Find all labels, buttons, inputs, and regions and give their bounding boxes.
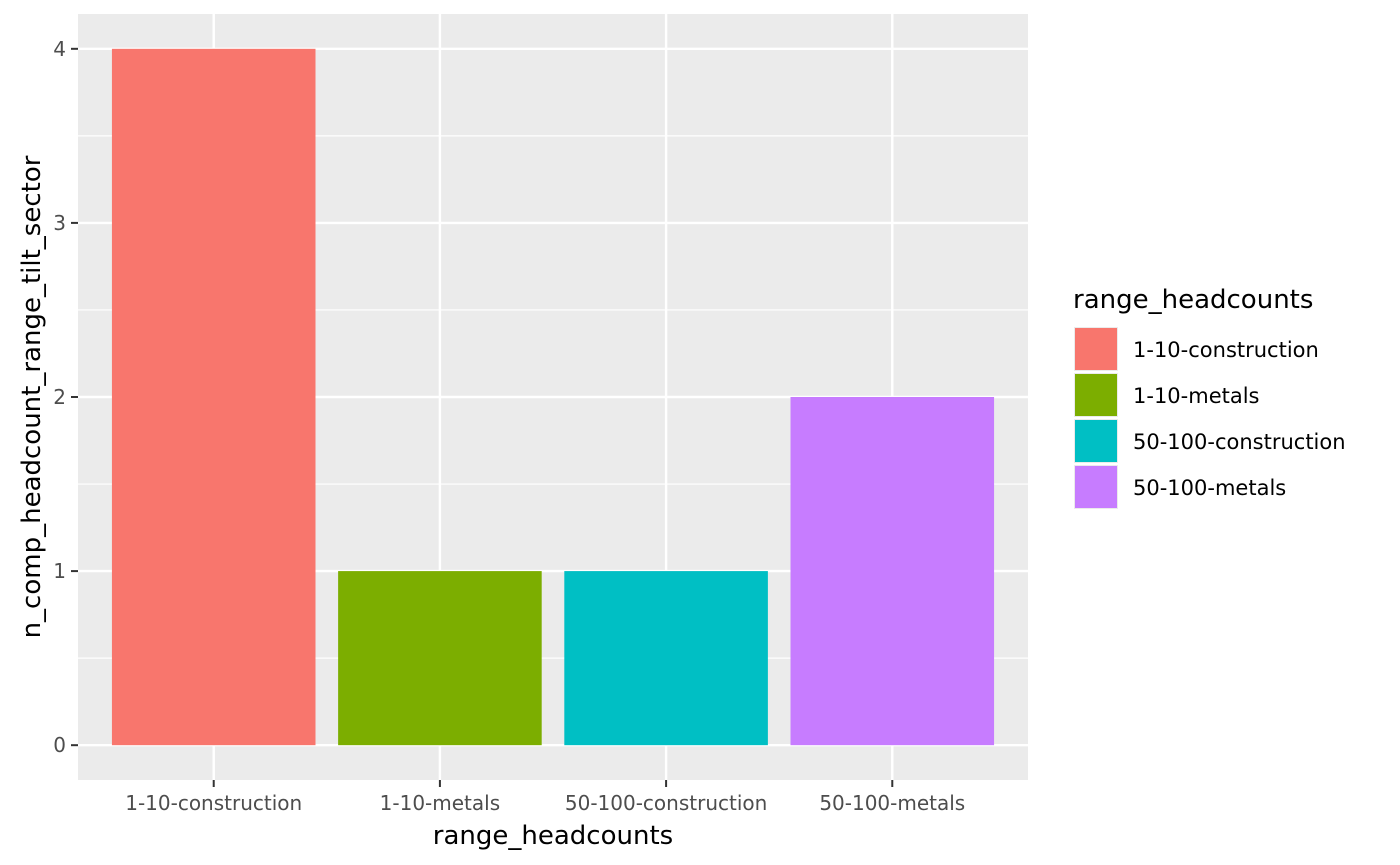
bars bbox=[111, 48, 995, 746]
x-tick-label: 1-10-metals bbox=[380, 791, 500, 815]
y-tick-label: 1 bbox=[53, 559, 66, 583]
legend-label: 1-10-construction bbox=[1133, 338, 1319, 362]
y-axis-title: n_comp_headcount_range_tilt_sector bbox=[17, 155, 47, 638]
bar-50-100-metals bbox=[790, 397, 995, 746]
y-axis: 0 1 2 3 4 bbox=[53, 37, 78, 757]
bar-50-100-construction bbox=[564, 571, 768, 746]
y-tick-label: 4 bbox=[53, 37, 66, 61]
x-axis-title: range_headcounts bbox=[433, 821, 673, 851]
legend-key-swatch bbox=[1075, 420, 1117, 462]
legend-label: 50-100-construction bbox=[1133, 430, 1346, 454]
x-tick-label: 50-100-metals bbox=[819, 791, 965, 815]
legend: range_headcounts 1-10-construction 1-10-m… bbox=[1073, 285, 1346, 509]
bar-1-10-construction bbox=[111, 48, 316, 746]
x-axis: 1-10-construction 1-10-metals 50-100-const… bbox=[125, 780, 965, 815]
bar-1-10-metals bbox=[338, 571, 542, 746]
x-tick-label: 50-100-construction bbox=[565, 791, 767, 815]
legend-label: 50-100-metals bbox=[1133, 476, 1286, 500]
legend-title: range_headcounts bbox=[1073, 285, 1313, 315]
legend-key-swatch bbox=[1075, 328, 1117, 370]
legend-key-swatch bbox=[1075, 466, 1117, 508]
legend-key-swatch bbox=[1075, 374, 1117, 416]
y-tick-label: 2 bbox=[53, 385, 66, 409]
y-tick-label: 3 bbox=[53, 211, 66, 235]
x-tick-label: 1-10-construction bbox=[125, 791, 302, 815]
y-tick-label: 0 bbox=[53, 733, 66, 757]
legend-label: 1-10-metals bbox=[1133, 384, 1260, 408]
